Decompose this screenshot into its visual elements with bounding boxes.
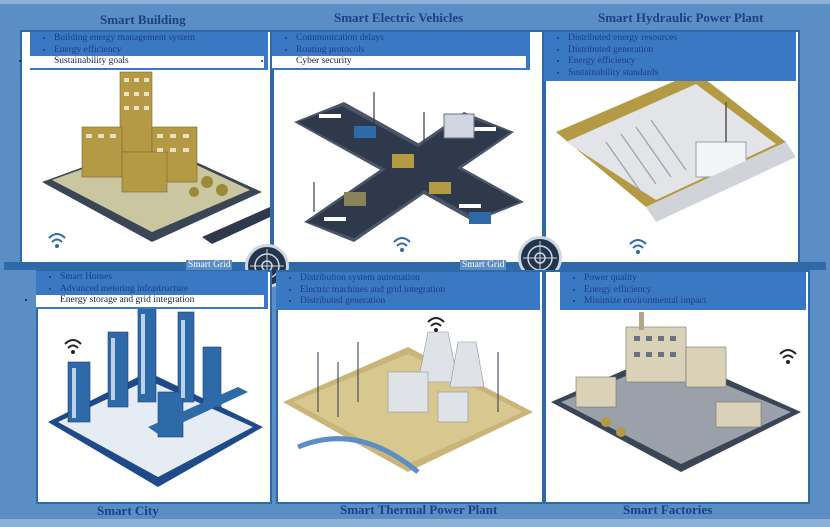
smart-grid-label-left: Smart Grid xyxy=(186,260,233,270)
list-item: Distributed generation xyxy=(300,296,536,308)
smart-grid-band xyxy=(4,262,826,270)
list-item: Distributed energy resources xyxy=(568,33,792,45)
wifi-icon xyxy=(64,339,82,354)
smart-factories-illustration xyxy=(551,312,801,472)
list-item: Communication delays xyxy=(296,33,526,45)
info-list-smart-building: Building energy management system Energy… xyxy=(30,32,268,70)
panel-smart-city xyxy=(36,270,272,504)
list-item: Distributed generation xyxy=(568,45,792,57)
list-item: Distribution system automation xyxy=(300,273,536,285)
smart-thermal-illustration xyxy=(283,331,533,474)
list-item: Minimize environmental impact xyxy=(584,296,802,308)
list-item: Smart Homes xyxy=(60,272,264,284)
wifi-icon xyxy=(629,239,647,254)
list-item: Advanced metering infrastructure xyxy=(60,284,264,296)
panel-title-smart-building: Smart Building xyxy=(100,12,186,27)
smart-grid-label-right: Smart Grid xyxy=(460,260,507,270)
list-item: Power quality xyxy=(584,273,802,285)
info-list-smart-factories: Power quality Energy efficiency Minimize… xyxy=(560,272,806,310)
list-item: Building energy management system xyxy=(54,33,264,45)
wifi-icon xyxy=(779,349,797,364)
list-item: Energy efficiency xyxy=(584,285,802,297)
list-item: Cyber security xyxy=(272,56,526,68)
outer-frame-bottom xyxy=(0,519,830,527)
panel-title-smart-thermal-power-plant: Smart Thermal Power Plant xyxy=(340,502,498,517)
panel-title-smart-city: Smart City xyxy=(97,503,159,518)
panel-title-smart-electric-vehicles: Smart Electric Vehicles xyxy=(334,10,464,25)
info-list-smart-thermal-power-plant: Distribution system automation Electric … xyxy=(276,272,540,310)
list-item: Routing protocols xyxy=(296,45,526,57)
info-list-smart-city: Smart Homes Advanced metering infrastruc… xyxy=(36,271,268,309)
smart-hydro-illustration xyxy=(556,72,796,222)
list-item: Energy efficiency xyxy=(54,45,264,57)
list-item: Energy efficiency xyxy=(568,56,792,68)
smart-ev-illustration xyxy=(294,92,524,242)
smart-city-illustration xyxy=(48,306,263,487)
wifi-icon xyxy=(393,237,411,252)
panel-title-smart-hydraulic-power-plant: Smart Hydraulic Power Plant xyxy=(598,10,764,25)
list-item: Sustainability standards xyxy=(568,68,792,80)
wifi-icon xyxy=(48,233,66,248)
info-list-smart-electric-vehicles: Communication delays Routing protocols C… xyxy=(272,32,530,70)
info-list-smart-hydraulic-power-plant: Distributed energy resources Distributed… xyxy=(544,32,796,81)
outer-frame-top xyxy=(0,0,830,4)
wifi-icon xyxy=(427,317,445,332)
smart-building-illustration xyxy=(42,71,270,244)
list-item: Sustainability goals xyxy=(30,56,264,68)
list-item: Energy storage and grid integration xyxy=(36,295,264,307)
list-item: Electric machines and grid integration xyxy=(300,285,536,297)
panel-title-smart-factories: Smart Factories xyxy=(623,502,713,517)
